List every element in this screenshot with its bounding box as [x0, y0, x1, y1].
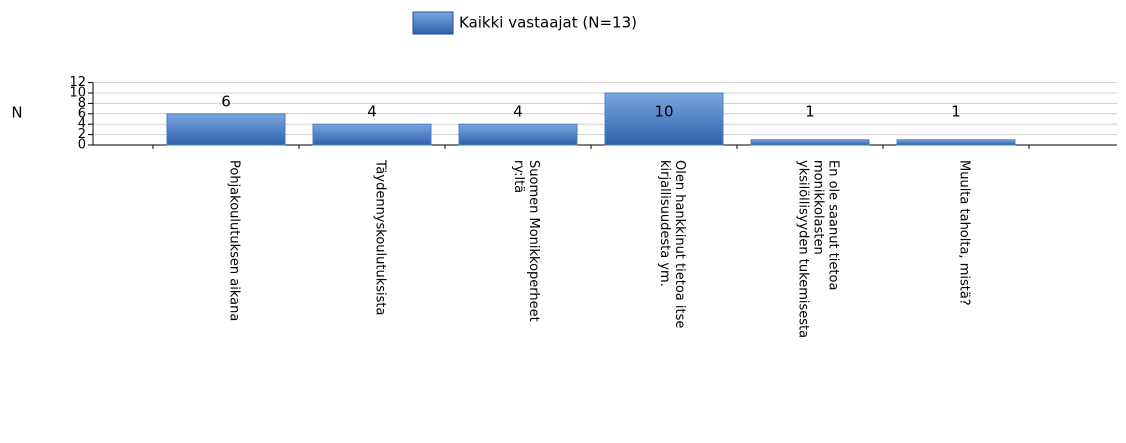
- y-tick-label: 0: [78, 138, 86, 153]
- x-tick-label: ry:ltä: [511, 160, 526, 193]
- bar: [312, 123, 432, 146]
- x-tick-label: Olen hankkinut tietoa itse: [672, 160, 687, 328]
- x-tick-label: En ole saanut tietoa: [826, 160, 841, 290]
- x-tick-label: Pohjakoulutuksen aikana: [227, 160, 242, 321]
- x-tick-label: yksilöllisyyden tukemisesta: [796, 160, 811, 338]
- x-tick-label: monikkolasten: [811, 160, 826, 255]
- value-label: 6: [221, 92, 231, 110]
- y-tick-label: 10: [69, 86, 86, 101]
- value-label: 4: [513, 103, 523, 121]
- x-tick-label: Suomen Monikkoperheet: [526, 160, 541, 322]
- value-label: 1: [805, 103, 815, 121]
- bar: [458, 123, 578, 146]
- bar: [604, 92, 724, 146]
- bar: [896, 139, 1016, 146]
- legend-swatch: [412, 11, 454, 35]
- bar: [750, 139, 870, 146]
- value-label: 10: [654, 103, 673, 121]
- y-axis-label: N: [11, 104, 22, 122]
- legend-label: Kaikki vastaajat (N=13): [459, 14, 637, 32]
- x-tick-label: kirjallisuudesta ym.: [657, 160, 672, 287]
- y-tick-label: 12: [69, 75, 86, 90]
- y-tick-label: 2: [78, 127, 86, 142]
- y-tick-label: 8: [78, 96, 86, 111]
- x-tick-label: Täydennyskoulutuksista: [373, 159, 388, 315]
- value-label: 1: [951, 103, 961, 121]
- y-tick-label: 4: [78, 117, 86, 132]
- bar: [166, 113, 286, 146]
- x-tick-label: Muulta taholta, mistä?: [957, 160, 972, 306]
- value-label: 4: [367, 103, 377, 121]
- y-tick-label: 6: [78, 106, 86, 121]
